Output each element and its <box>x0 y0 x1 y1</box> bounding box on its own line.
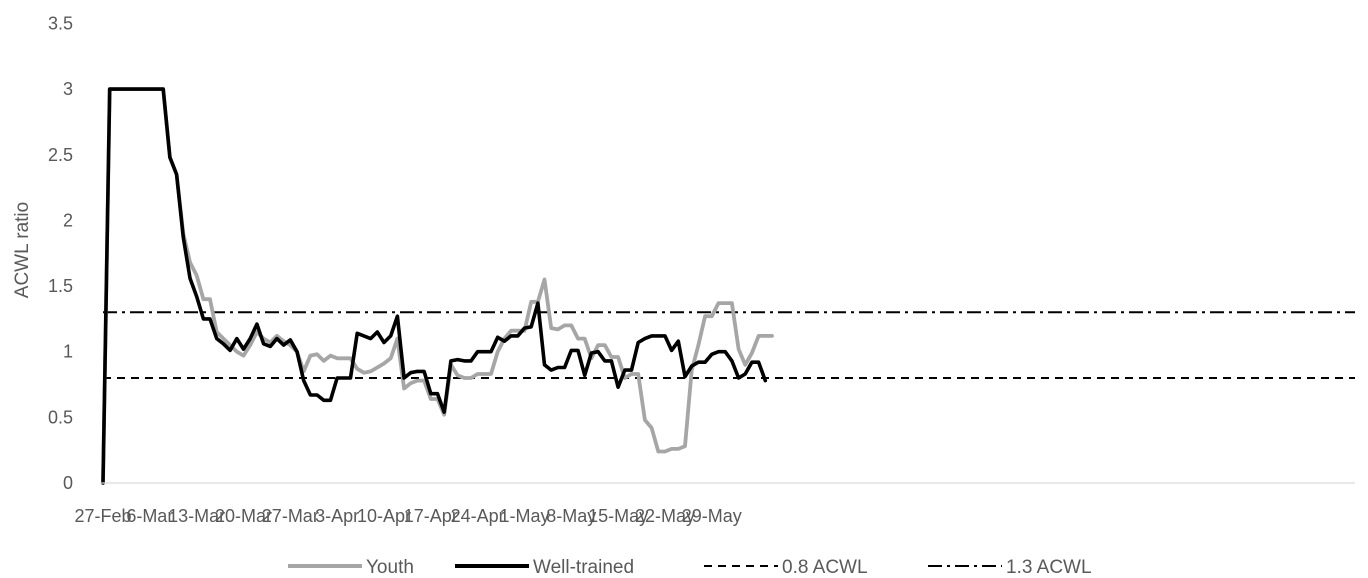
series-line-youth <box>101 87 774 485</box>
y-tick-label: 0 <box>63 473 73 493</box>
x-tick-label: 10-Apr <box>357 506 411 526</box>
plot-area <box>101 87 1355 485</box>
axes: 00.511.522.533.527-Feb6-Mar13-Mar20-Mar2… <box>48 13 1355 526</box>
x-tick-label: 8-May <box>546 506 596 526</box>
legend-0-8-acwl-label: 0.8 ACWL <box>782 557 868 578</box>
y-tick-label: 1.5 <box>48 276 73 296</box>
series-line-well-trained <box>101 87 768 485</box>
x-tick-label: 27-Mar <box>262 506 319 526</box>
legend-1-3-acwl-label: 1.3 ACWL <box>1006 557 1092 578</box>
legend-youth-label: Youth <box>366 557 414 578</box>
x-tick-label: 13-Mar <box>168 506 225 526</box>
y-tick-label: 3.5 <box>48 13 73 33</box>
x-tick-label: 15-May <box>588 506 648 526</box>
legend-well-trained-label: Well-trained <box>533 557 634 578</box>
x-tick-label: 1-May <box>499 506 549 526</box>
x-tick-label: 29-May <box>682 506 742 526</box>
x-tick-label: 27-Feb <box>74 506 131 526</box>
x-tick-label: 22-May <box>635 506 695 526</box>
y-tick-label: 3 <box>63 79 73 99</box>
y-tick-label: 2 <box>63 210 73 230</box>
x-tick-label: 3-Apr <box>315 506 359 526</box>
y-axis-title: ACWL ratio <box>12 202 33 298</box>
y-tick-label: 0.5 <box>48 407 73 427</box>
x-tick-label: 24-Apr <box>451 506 505 526</box>
y-tick-label: 2.5 <box>48 145 73 165</box>
y-tick-label: 1 <box>63 342 73 362</box>
x-tick-label: 20-Mar <box>215 506 272 526</box>
legend: Youth Well-trained 0.8 ACWL 1.3 ACWL <box>288 557 1092 578</box>
x-tick-label: 6-Mar <box>126 506 173 526</box>
x-tick-label: 17-Apr <box>404 506 458 526</box>
